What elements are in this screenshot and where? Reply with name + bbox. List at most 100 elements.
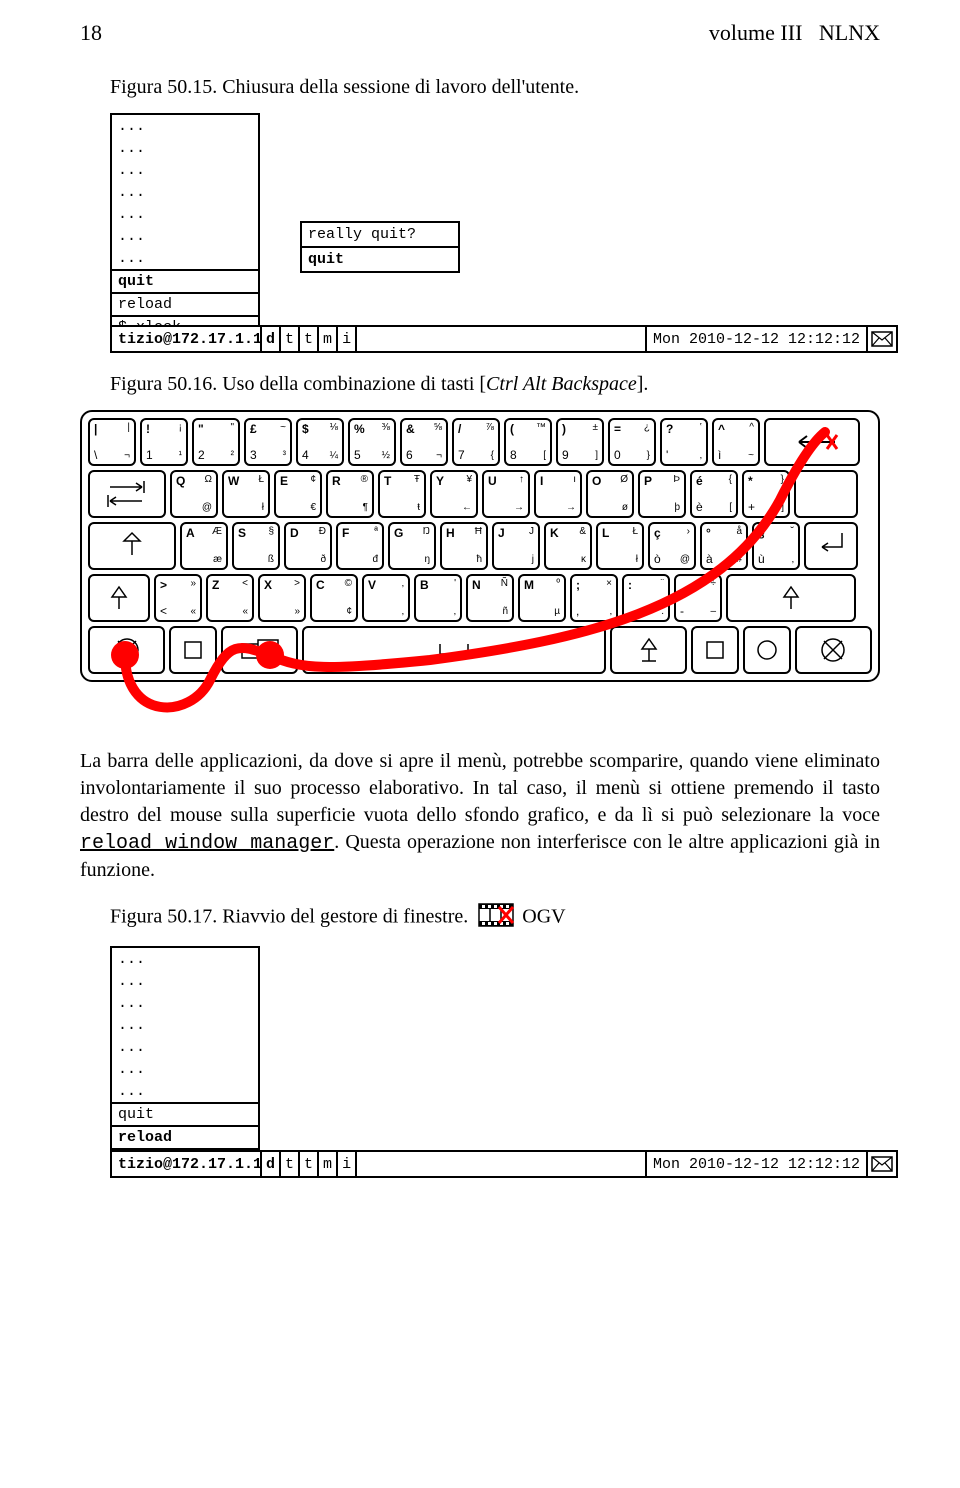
kbd-row-4: ><»« Z<« X>» C©¢ V‚‚ B'‚ NÑñ Mºµ ;,×‚ :.… <box>88 574 872 622</box>
fig3-caption: Figura 50.17. Riavvio del gestore di fin… <box>110 904 880 932</box>
menu-dots: ... <box>112 1014 258 1036</box>
taskbar-spacer <box>357 327 647 351</box>
key-l: LŁł <box>596 522 644 570</box>
menu-dots: ... <box>112 115 258 137</box>
taskbar-btn-t[interactable]: t <box>300 327 319 351</box>
kbd-row-3: AÆæ S§ß DĐð Fªđ GŊŋ HĦħ JJj K&ĸ LŁł çò›@… <box>88 522 872 570</box>
taskbar-btn-d[interactable]: d <box>262 327 281 351</box>
page-number: 18 <box>80 20 102 46</box>
key-g: GŊŋ <box>388 522 436 570</box>
key-lt: ><»« <box>154 574 202 622</box>
key-y: Y¥← <box>430 470 478 518</box>
confirm-box: really quit? quit <box>300 221 460 273</box>
taskbar: tizio@172.17.1.1 d t t m i Mon 2010-12-1… <box>110 325 898 353</box>
key-n: NÑñ <box>466 574 514 622</box>
key-enter-bottom <box>804 522 858 570</box>
confirm-header: really quit? <box>302 223 458 248</box>
key-h: HĦħ <box>440 522 488 570</box>
taskbar-btn-t[interactable]: t <box>300 1152 319 1176</box>
quit-menu: ... ... ... ... ... ... ... quit reload … <box>110 113 260 340</box>
key-v: V‚‚ <box>362 574 410 622</box>
key-7: /7⅞{ <box>452 418 500 466</box>
key-tab <box>88 470 166 518</box>
taskbar-spacer <box>357 1152 647 1176</box>
taskbar-btn-t[interactable]: t <box>281 327 300 351</box>
key-w: WŁł <box>222 470 270 518</box>
reload-item[interactable]: reload <box>112 292 258 315</box>
key-a: AÆæ <box>180 522 228 570</box>
key-s: S§ß <box>232 522 280 570</box>
key-agrave: °àå# <box>700 522 748 570</box>
key-e: E¢€ <box>274 470 322 518</box>
key-x: X>» <box>258 574 306 622</box>
key-period: :.¨. <box>622 574 670 622</box>
key-quote: ?'‛‚ <box>660 418 708 466</box>
menu-dots: ... <box>112 992 258 1014</box>
key-win-left <box>169 626 217 674</box>
fig3: ... ... ... ... ... ... ... quit reload … <box>110 946 880 1178</box>
book-title: volume III NLNX <box>709 20 880 46</box>
key-capslock <box>88 522 176 570</box>
taskbar-btn-i[interactable]: i <box>338 327 357 351</box>
key-3: £3~³ <box>244 418 292 466</box>
key-ctrl-left <box>88 626 165 674</box>
menu-dots: ... <box>112 247 258 269</box>
key-z: Z<« <box>206 574 254 622</box>
menu-dots: ... <box>112 948 258 970</box>
taskbar-clock: Mon 2010-12-12 12:12:12 <box>647 327 868 351</box>
key-1: !1¡¹ <box>140 418 188 466</box>
ogv-label: OGV <box>522 906 565 928</box>
key-0: =0¿} <box>608 418 656 466</box>
film-icon <box>479 904 513 932</box>
menu-dots: ... <box>112 137 258 159</box>
menu-dots: ... <box>112 181 258 203</box>
key-ugrave: §ù˘‚ <box>752 522 800 570</box>
key-c: C©¢ <box>310 574 358 622</box>
taskbar-user: tizio@172.17.1.1 <box>112 1152 262 1176</box>
paragraph: La barra delle applicazioni, da dove si … <box>80 748 880 884</box>
key-8: (8™[ <box>504 418 552 466</box>
key-5: %5⅜½ <box>348 418 396 466</box>
key-alt-left <box>221 626 298 674</box>
fig1-caption: Figura 50.15. Chiusura della sessione di… <box>110 76 880 99</box>
key-6: &6⅝¬ <box>400 418 448 466</box>
reload-code: reload window manager <box>80 832 334 855</box>
key-d: DĐð <box>284 522 332 570</box>
key-backslash: |\|¬ <box>88 418 136 466</box>
key-backspace <box>764 418 860 466</box>
key-shift-left <box>88 574 150 622</box>
key-space <box>302 626 606 674</box>
key-o: OØø <box>586 470 634 518</box>
quit-item[interactable]: quit <box>112 269 258 292</box>
key-r: R®¶ <box>326 470 374 518</box>
key-q: QΩ@ <box>170 470 218 518</box>
key-i: Iı→ <box>534 470 582 518</box>
taskbar-btn-m[interactable]: m <box>319 327 338 351</box>
key-f: Fªđ <box>336 522 384 570</box>
key-4: $4⅛¼ <box>296 418 344 466</box>
key-egrave: éè{[ <box>690 470 738 518</box>
fig2-caption: Figura 50.16. Uso della combinazione di … <box>110 373 880 396</box>
key-b: B'‚ <box>414 574 462 622</box>
keyboard: |\|¬ !1¡¹ "2"² £3~³ $4⅛¼ %5⅜½ &6⅝¬ /7⅞{ … <box>80 410 880 682</box>
taskbar-btn-d[interactable]: d <box>262 1152 281 1176</box>
key-plus: *+}] <box>742 470 790 518</box>
menu-dots: ... <box>112 159 258 181</box>
taskbar-btn-m[interactable]: m <box>319 1152 338 1176</box>
key-win-right <box>691 626 739 674</box>
taskbar-btn-t[interactable]: t <box>281 1152 300 1176</box>
kbd-row-2: QΩ@ WŁł E¢€ R®¶ TŦŧ Y¥← U↑→ Iı→ OØø PÞþ … <box>88 470 872 518</box>
taskbar: tizio@172.17.1.1 d t t m i Mon 2010-12-1… <box>110 1150 898 1178</box>
mail-icon <box>868 327 896 351</box>
key-igrave: ^ì^~ <box>712 418 760 466</box>
key-p: PÞþ <box>638 470 686 518</box>
key-2: "2"² <box>192 418 240 466</box>
key-m: Mºµ <box>518 574 566 622</box>
key-comma: ;,×‚ <box>570 574 618 622</box>
menu-dots: ... <box>112 970 258 992</box>
confirm-quit[interactable]: quit <box>302 248 458 271</box>
mail-icon <box>868 1152 896 1176</box>
key-altgr <box>610 626 687 674</box>
taskbar-btn-i[interactable]: i <box>338 1152 357 1176</box>
quit-item[interactable]: quit <box>112 1102 258 1125</box>
